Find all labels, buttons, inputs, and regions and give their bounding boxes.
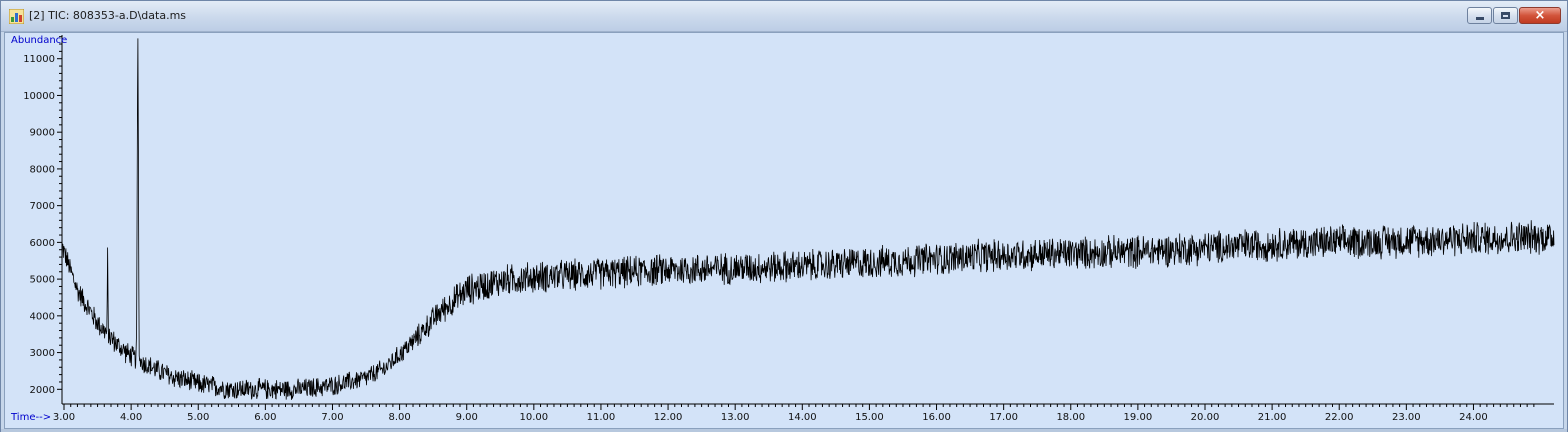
y-tick-label: 8000 <box>30 164 55 175</box>
y-tick-label: 2000 <box>30 385 55 396</box>
title-bar[interactable]: [2] TIC: 808353-a.D\data.ms × <box>1 1 1567 32</box>
x-tick-label: 19.00 <box>1124 412 1153 423</box>
tic-series-line <box>61 38 1555 400</box>
x-tick-label: 7.00 <box>321 412 343 423</box>
maximize-button[interactable] <box>1493 7 1518 24</box>
x-tick-label: 15.00 <box>855 412 884 423</box>
x-tick-label: 4.00 <box>120 412 142 423</box>
x-tick-label: 24.00 <box>1459 412 1488 423</box>
y-tick-label: 6000 <box>30 238 55 249</box>
y-tick-label: 10000 <box>23 91 55 102</box>
x-tick-label: 17.00 <box>989 412 1018 423</box>
x-tick-label: 18.00 <box>1056 412 1085 423</box>
x-tick-label: 6.00 <box>254 412 276 423</box>
x-tick-label: 10.00 <box>520 412 549 423</box>
x-tick-label: 23.00 <box>1392 412 1421 423</box>
maximize-icon <box>1501 12 1510 19</box>
close-icon: × <box>1534 8 1546 23</box>
y-tick-label: 4000 <box>30 311 55 322</box>
y-tick-label: 9000 <box>30 128 55 139</box>
window-bottom-border <box>1 429 1567 432</box>
y-tick-label: 3000 <box>30 348 55 359</box>
minimize-button[interactable] <box>1467 7 1492 24</box>
x-tick-label: 11.00 <box>587 412 616 423</box>
close-button[interactable]: × <box>1519 7 1561 24</box>
y-tick-label: 11000 <box>23 54 55 65</box>
x-tick-label: 3.00 <box>53 412 75 423</box>
x-tick-label: 16.00 <box>922 412 951 423</box>
minimize-icon <box>1476 17 1484 20</box>
tic-chart: 2000 3000 4000 5000 6000 7000 8000 9000 10000 110… <box>10 35 1555 423</box>
x-tick-label: 12.00 <box>654 412 683 423</box>
x-tick-label: 13.00 <box>721 412 750 423</box>
x-axis-title: Time--> <box>10 412 51 423</box>
y-axis-ticks: 2000 3000 4000 5000 6000 7000 8000 9000 10000 110… <box>23 36 62 396</box>
chart-area[interactable]: 2000 3000 4000 5000 6000 7000 8000 9000 10000 110… <box>4 32 1564 429</box>
x-tick-label: 9.00 <box>456 412 478 423</box>
x-tick-label: 14.00 <box>788 412 817 423</box>
x-tick-label: 5.00 <box>187 412 209 423</box>
y-axis-title: Abundance <box>11 35 67 46</box>
chromatogram-app-icon <box>9 9 24 24</box>
y-tick-label: 7000 <box>30 201 55 212</box>
window-title: [2] TIC: 808353-a.D\data.ms <box>29 9 187 22</box>
x-tick-label: 22.00 <box>1325 412 1354 423</box>
x-tick-label: 21.00 <box>1258 412 1287 423</box>
window-controls: × <box>1467 7 1561 26</box>
x-axis-ticks: 3.00 4.00 5.00 6.00 7.00 8.00 9.00 10.00 11.00 12… <box>53 404 1535 423</box>
x-tick-label: 8.00 <box>388 412 410 423</box>
y-tick-label: 5000 <box>30 275 55 286</box>
x-tick-label: 20.00 <box>1191 412 1220 423</box>
